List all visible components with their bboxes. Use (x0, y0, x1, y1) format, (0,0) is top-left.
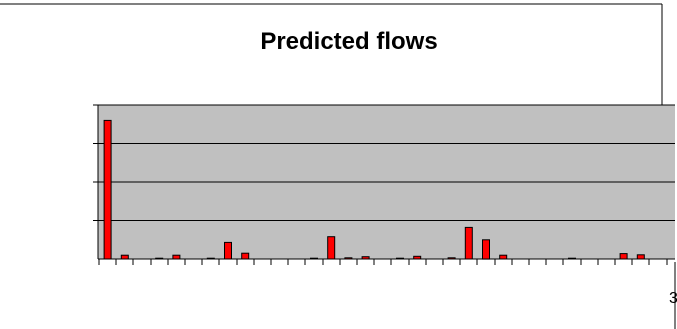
bar (172, 254, 181, 260)
axes (93, 104, 675, 265)
chart-title: Predicted flows (260, 28, 437, 55)
bar (224, 241, 232, 260)
bar (636, 254, 645, 260)
bar (103, 119, 112, 260)
bar (327, 236, 336, 260)
bar (499, 254, 508, 260)
gridlines (98, 104, 675, 221)
x-axis-edge-label: 3 (669, 290, 677, 307)
bar (241, 252, 250, 260)
bar (619, 253, 628, 260)
bar (464, 226, 473, 260)
bar-series (103, 119, 645, 260)
bar (482, 239, 490, 260)
bar (120, 254, 129, 260)
